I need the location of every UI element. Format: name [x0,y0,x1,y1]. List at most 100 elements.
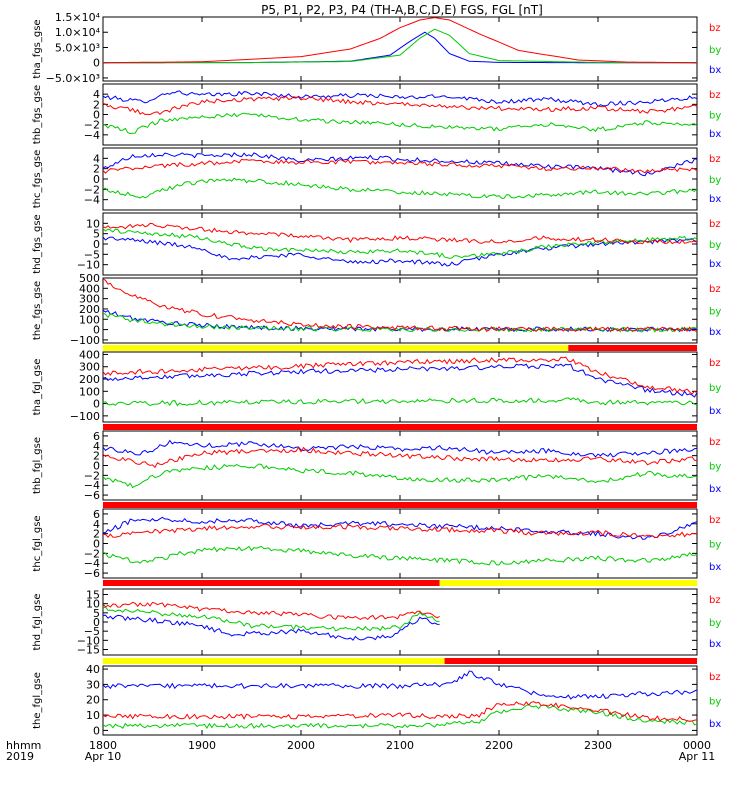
y-tick-label: −4 [84,557,100,570]
legend-bz: bz [709,154,721,165]
series-by [103,228,697,259]
legend-bz: bz [709,23,721,34]
y-tick-label: 400 [79,282,100,295]
series-bz [103,158,697,174]
panel-frame [102,16,698,82]
legend-by: by [709,540,721,551]
y-tick-label: 4 [93,88,100,101]
y-tick-label: 4 [93,440,100,453]
y-axis-label: thd_fgs_gse [32,214,43,273]
y-tick-label: 200 [79,373,100,386]
flag-bar [103,424,697,430]
y-axis-label: tha_fgs_gse [32,19,43,78]
y-tick-label: 30 [86,678,100,691]
y-tick-label: 100 [79,313,100,326]
legend-bx: bx [709,719,721,730]
flag-bar [103,658,697,664]
x-tick-label: 2200 [485,739,513,752]
flag-segment-yellow [103,345,569,351]
x-date-label: Apr 10 [85,750,122,763]
y-axis-label: the_fgs_gse [32,281,43,340]
y-tick-label: −15 [77,644,100,657]
y-tick-label: −100 [70,410,100,423]
y-tick-label: −4 [84,479,100,492]
y-tick-label: 5 [93,228,100,241]
series-bz [103,356,697,395]
panel-frame [102,147,698,211]
flag-bar [103,502,697,508]
y-tick-label: 300 [79,293,100,306]
panel-frame [102,588,698,656]
y-tick-label: −5 [84,248,100,261]
legend-bx: bx [709,194,721,205]
y-tick-label: 10 [86,598,100,611]
y-axis-label: thb_fgs_gse [32,85,43,144]
series-bz [103,701,697,722]
legend-bz: bz [709,515,721,526]
y-tick-label: 200 [79,303,100,316]
panels-group: tha_fgs_gse 1.5×10⁴ 1.0×10⁴ 5.0×10³ 0 −5.0×10… [32,11,721,737]
x-tick-label: 1800 [89,739,117,752]
x-label-hhmm: hhmm [6,739,41,752]
legend-bx: bx [709,484,721,495]
y-axis-label: the_fgl_gse [32,672,43,729]
y-tick-label: −2 [84,547,100,560]
legend-by: by [709,240,721,251]
x-tick-label: 2100 [386,739,414,752]
panel-the_fgl_gse: the_fgl_gse 40 30 20 10 0 bz by bx [32,663,721,737]
series-bz [103,95,697,116]
series-by [103,545,697,566]
y-tick-label: −6 [84,489,100,502]
x-tick-label: 2000 [287,739,315,752]
panel-frame [102,83,698,146]
panel-tha_fgs_gse: tha_fgs_gse 1.5×10⁴ 1.0×10⁴ 5.0×10³ 0 −5.0×10… [32,11,721,85]
flag-segment-red [568,345,697,351]
legend-by: by [709,462,721,473]
legend-bx: bx [709,327,721,338]
legend-bz: bz [709,219,721,230]
series-bz [103,523,697,539]
series-bx [103,363,697,398]
panel-frame [102,430,698,501]
y-tick-label: −2 [84,183,100,196]
legend-by: by [709,175,721,186]
series-bz [103,17,697,64]
panel-frame [102,665,698,736]
y-tick-label: 15 [86,589,100,602]
y-tick-label: 4 [93,152,100,165]
y-tick-label: 10 [86,217,100,230]
x-tick-label: 2300 [584,739,612,752]
y-tick-label: 2 [93,163,100,176]
y-tick-label: −4 [84,194,100,207]
legend-bz: bz [709,437,721,448]
legend-bz: bz [709,90,721,101]
legend-bx: bx [709,65,721,76]
y-tick-label: −5 [84,625,100,638]
chart-title: P5, P1, P2, P3, P4 (TH-A,B,C,D,E) FGS, F… [261,3,543,17]
legend-by: by [709,618,721,629]
y-tick-label: −10 [77,259,100,272]
panel-frame [102,277,698,344]
y-tick-label: −6 [84,567,100,580]
series-bz [103,446,697,469]
y-tick-label: −2 [84,469,100,482]
y-axis-label: thb_fgl_gse [32,437,43,494]
y-tick-label: 500 [79,272,100,285]
y-tick-label: 0 [93,538,100,551]
y-tick-label: 0 [93,57,100,70]
series-bx [103,516,697,540]
series-bz [103,278,697,333]
y-tick-label: 10 [86,709,100,722]
legend-bx: bx [709,639,721,650]
y-tick-label: 20 [86,694,100,707]
legend-by: by [709,697,721,708]
y-tick-label: 0 [93,724,100,737]
legend-bz: bz [709,358,721,369]
series-by [103,606,440,632]
y-tick-label: 100 [79,385,100,398]
